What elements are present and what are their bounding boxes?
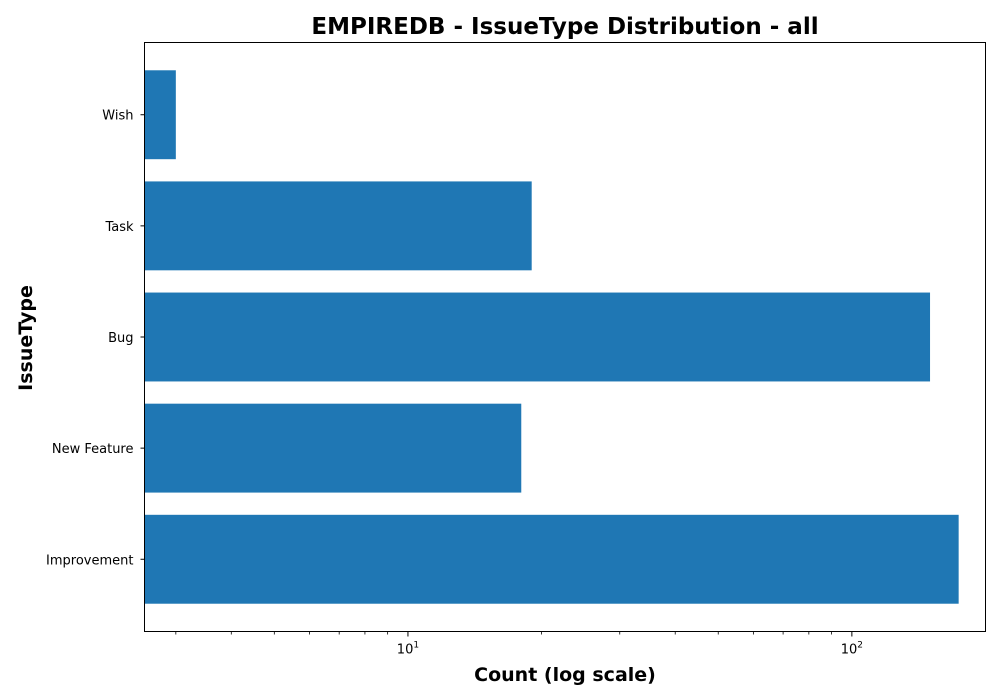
bar-task [144,181,532,271]
bar-wish [144,70,176,160]
x-tick-label: 101 [397,641,419,658]
bar-new-feature [144,403,522,493]
y-tick-label: Wish [102,109,133,124]
y-tick-label: Task [104,220,134,235]
bar-improvement [144,514,959,604]
bar-bug [144,292,931,382]
y-axis-ticks: Improvement New Feature Bug Task Wish [46,109,145,568]
x-axis-title: Count (log scale) [474,664,656,686]
x-tick-label: 102 [841,641,863,658]
y-tick-label: Improvement [46,553,133,568]
y-tick-label: New Feature [52,442,134,457]
y-axis-title: IssueType [15,285,37,391]
y-tick-label: Bug [108,331,133,346]
bars-layer [144,70,959,604]
plot-frame [144,42,986,632]
chart-title: EMPIREDB - IssueType Distribution - all [311,14,818,40]
x-axis-ticks: 101 102 [175,631,863,658]
